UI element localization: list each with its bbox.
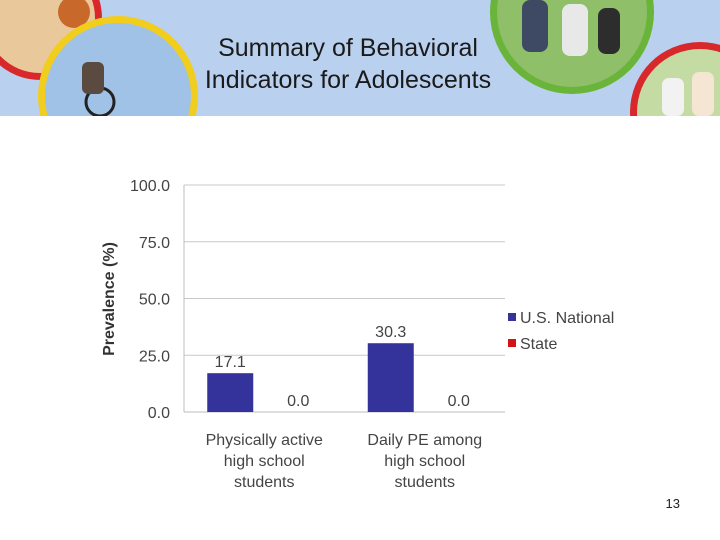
runner-figure — [562, 4, 588, 56]
x-category-label-line: high school — [224, 453, 305, 470]
header-photo-collage — [0, 0, 720, 116]
jogger-figure — [662, 78, 684, 116]
header-banner: Summary of Behavioral Indicators for Ado… — [0, 0, 720, 116]
legend-swatch — [508, 339, 516, 347]
y-axis-title: Prevalence (%) — [101, 242, 118, 356]
y-tick-label: 100.0 — [130, 178, 170, 195]
bar-u-s-national-2 — [367, 343, 414, 412]
slide-title-line-2: Indicators for Adolescents — [204, 66, 492, 94]
y-tick-label: 25.0 — [139, 348, 170, 365]
x-category-label: Physically active high school students — [206, 432, 323, 491]
data-label: 0.0 — [287, 393, 309, 410]
slide-title-line-1: Summary of Behavioral — [218, 34, 478, 62]
cyclist-photo — [45, 23, 191, 116]
rider-figure — [82, 62, 104, 94]
x-category-label-line: high school — [384, 453, 465, 470]
runner-figure — [598, 8, 620, 54]
y-tick-label: 50.0 — [139, 292, 170, 309]
y-tick-label: 75.0 — [139, 235, 170, 252]
slide-number: 13 — [665, 496, 680, 511]
data-label: 0.0 — [448, 393, 470, 410]
x-category-label-line: students — [234, 474, 294, 491]
legend-label: U.S. National — [520, 310, 614, 327]
bar-u-s-national-1 — [207, 373, 254, 412]
legend-swatch — [508, 313, 516, 321]
data-label: 30.3 — [375, 324, 406, 341]
x-category-label-line: Physically active — [206, 432, 323, 449]
y-tick-label: 0.0 — [148, 405, 170, 422]
x-category-label: Daily PE among high school students — [367, 432, 482, 491]
data-label: 17.1 — [215, 354, 246, 371]
jogger-figure — [692, 72, 714, 116]
basketball-icon — [58, 0, 90, 28]
slide-title: Summary of Behavioral Indicators for Ado… — [170, 32, 526, 96]
runner-figure — [522, 0, 548, 52]
legend-label: State — [520, 336, 557, 353]
x-category-label-line: students — [395, 474, 455, 491]
x-category-label-line: Daily PE among — [367, 432, 482, 449]
